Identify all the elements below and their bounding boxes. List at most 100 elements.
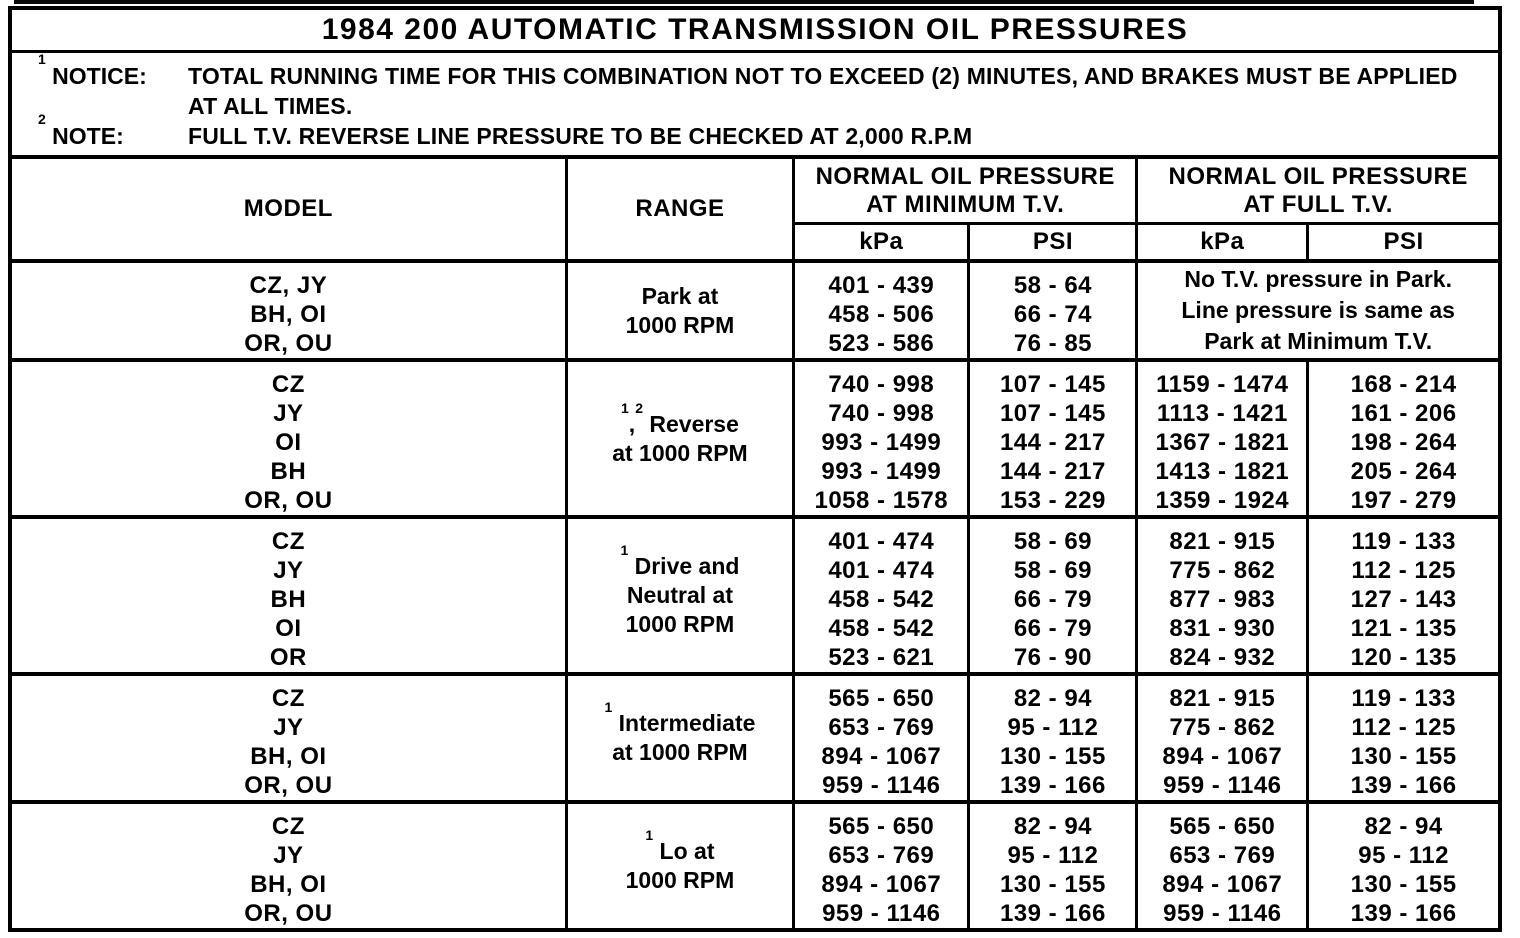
full-psi-value: 198 - 264 <box>1350 429 1457 456</box>
min-psi-value: 66 - 79 <box>1013 586 1093 613</box>
model-label: JY <box>273 714 304 741</box>
full-psi-value: 119 - 133 <box>1351 528 1456 555</box>
min-psi-value: 76 - 85 <box>1013 330 1093 357</box>
min-kpa-value: 401 - 474 <box>828 557 935 584</box>
model-label: BH, OI <box>250 871 327 898</box>
note-text: TOTAL RUNNING TIME FOR THIS COMBINATION … <box>188 63 1458 119</box>
min-psi-value: 95 - 112 <box>1007 714 1099 741</box>
col-header-min-tv: NORMAL OIL PRESSURE AT MINIMUM T.V. <box>792 159 1135 222</box>
model-label: OR, OU <box>244 330 333 357</box>
full-kpa-value: 565 - 650 <box>1169 813 1276 840</box>
full-kpa-value: 775 - 862 <box>1169 557 1276 584</box>
full-kpa-value: 894 - 1067 <box>1162 743 1283 770</box>
full-psi-cell: 119 - 133 112 - 125 130 - 155 139 - 166 <box>1306 676 1498 800</box>
full-kpa-value: 877 - 983 <box>1169 586 1276 613</box>
model-label: OR, OU <box>244 772 333 799</box>
min-kpa-cell: 565 - 650 653 - 769 894 - 1067 959 - 1146 <box>792 676 967 800</box>
col-header-full-psi: PSI <box>1306 222 1498 259</box>
footnote-marker: 1 <box>604 699 613 715</box>
range-label-line: 1000 RPM <box>625 311 735 338</box>
col-header-min-tv-line2: AT MINIMUM T.V. <box>866 190 1065 218</box>
model-label: JY <box>273 842 304 869</box>
range-label-line: Neutral at <box>626 582 733 608</box>
footnote-marker: 1 <box>621 399 629 416</box>
full-kpa-cell: 821 - 915 775 - 862 877 - 983 831 - 930 824 … <box>1135 519 1306 672</box>
model-label: CZ, JY <box>249 272 328 299</box>
full-kpa-cell: 821 - 915 775 - 862 894 - 1067 959 - 1146 <box>1135 676 1306 800</box>
full-psi-value: 95 - 112 <box>1358 842 1449 869</box>
col-header-full-kpa: kPa <box>1135 222 1307 259</box>
range-cell: Park at 1000 RPM <box>564 263 792 358</box>
range-label-line: 1 Lo at <box>645 827 715 864</box>
full-psi-value: 120 - 135 <box>1350 644 1457 671</box>
min-psi-value: 76 - 90 <box>1013 644 1093 671</box>
min-psi-value: 153 - 229 <box>999 487 1106 514</box>
note-label: 1 NOTICE: <box>38 51 147 89</box>
table-body: CZ, JY BH, OI OR, OU Park at 1000 RPM 401 - 4… <box>12 259 1498 928</box>
range-label-line: 1 Intermediate <box>604 699 756 736</box>
col-header-min-tv-line1: NORMAL OIL PRESSURE <box>815 162 1115 190</box>
full-kpa-value: 959 - 1146 <box>1163 772 1282 799</box>
full-psi-value: 161 - 206 <box>1350 400 1457 427</box>
model-cell: CZ JY OI BH OR, OU <box>12 362 565 515</box>
full-psi-value: 127 - 143 <box>1350 586 1457 613</box>
min-psi-cell: 107 - 145 107 - 145 144 - 217 144 - 217 153 … <box>967 362 1135 515</box>
min-psi-cell: 58 - 69 58 - 69 66 - 79 66 - 79 76 - 90 <box>967 519 1135 672</box>
full-kpa-value: 1113 - 1421 <box>1156 400 1288 427</box>
full-psi-value: 139 - 166 <box>1350 772 1457 799</box>
min-kpa-value: 523 - 621 <box>828 644 935 671</box>
full-psi-value: 130 - 155 <box>1350 743 1457 770</box>
min-kpa-cell: 740 - 998 740 - 998 993 - 1499 993 - 1499 10… <box>792 362 967 515</box>
footnote-marker: 1 <box>645 827 654 843</box>
full-kpa-value: 831 - 930 <box>1169 615 1276 642</box>
min-psi-value: 58 - 69 <box>1013 528 1093 555</box>
min-psi-value: 139 - 166 <box>999 772 1106 799</box>
full-tv-note-line: Park at Minimum T.V. <box>1204 328 1433 354</box>
note-row: 1 NOTICE: TOTAL RUNNING TIME FOR THIS COM… <box>38 51 1474 121</box>
min-kpa-value: 401 - 474 <box>828 528 935 555</box>
min-kpa-value: 458 - 542 <box>828 586 935 613</box>
full-psi-value: 130 - 155 <box>1350 871 1457 898</box>
range-cell: 1,2 Reverse at 1000 RPM <box>564 362 792 515</box>
table-header: MODEL RANGE NORMAL OIL PRESSURE AT MINIM… <box>12 159 1498 259</box>
col-header-full-tv-line2: AT FULL T.V. <box>1243 190 1393 218</box>
pressure-group: CZ, JY BH, OI OR, OU Park at 1000 RPM 401 - 4… <box>12 259 1498 358</box>
min-kpa-value: 653 - 769 <box>828 842 935 869</box>
model-cell: CZ JY BH, OI OR, OU <box>12 804 565 928</box>
note-text: FULL T.V. REVERSE LINE PRESSURE TO BE CH… <box>188 123 973 149</box>
footnote-marker: 2 <box>635 399 643 416</box>
footnote-marker: 1 <box>38 51 46 67</box>
model-label: CZ <box>271 685 305 712</box>
min-psi-value: 144 - 217 <box>999 429 1106 456</box>
model-cell: CZ JY BH OI OR <box>12 519 565 672</box>
col-header-min-psi: PSI <box>967 222 1136 259</box>
full-tv-note-cell: No T.V. pressure in Park. Line pressure i… <box>1135 263 1498 358</box>
full-kpa-value: 1159 - 1474 <box>1156 371 1289 398</box>
model-label: OR, OU <box>244 487 333 514</box>
scan-artifact-top-edge <box>14 0 1474 4</box>
model-label: JY <box>273 557 304 584</box>
min-kpa-value: 959 - 1146 <box>822 900 941 927</box>
model-label: BH <box>270 586 307 613</box>
min-kpa-value: 740 - 998 <box>828 400 935 427</box>
model-label: OR, OU <box>244 900 333 927</box>
min-psi-value: 66 - 74 <box>1013 301 1093 328</box>
min-psi-value: 139 - 166 <box>999 900 1106 927</box>
footnote-marker: 1 <box>620 542 629 558</box>
full-kpa-value: 775 - 862 <box>1169 714 1276 741</box>
min-kpa-value: 523 - 586 <box>828 330 935 357</box>
pressure-group: CZ JY BH OI OR 1 Drive and Neutral at 1000 RPM 4… <box>12 515 1498 672</box>
min-psi-value: 58 - 69 <box>1013 557 1093 584</box>
model-label: OI <box>275 615 302 642</box>
min-kpa-value: 993 - 1499 <box>821 458 942 485</box>
model-label: BH, OI <box>250 301 327 328</box>
model-cell: CZ JY BH, OI OR, OU <box>12 676 565 800</box>
min-psi-value: 144 - 217 <box>999 458 1106 485</box>
note-row: 2 NOTE: FULL T.V. REVERSE LINE PRESSURE T… <box>38 112 1474 151</box>
pressure-group: CZ JY BH, OI OR, OU 1 Lo at 1000 RPM 565 - 650… <box>12 800 1498 928</box>
footnote-marker: 2 <box>38 111 46 127</box>
full-psi-value: 168 - 214 <box>1350 371 1457 398</box>
min-psi-cell: 82 - 94 95 - 112 130 - 155 139 - 166 <box>967 676 1135 800</box>
min-kpa-value: 894 - 1067 <box>821 743 942 770</box>
min-kpa-value: 653 - 769 <box>828 714 935 741</box>
